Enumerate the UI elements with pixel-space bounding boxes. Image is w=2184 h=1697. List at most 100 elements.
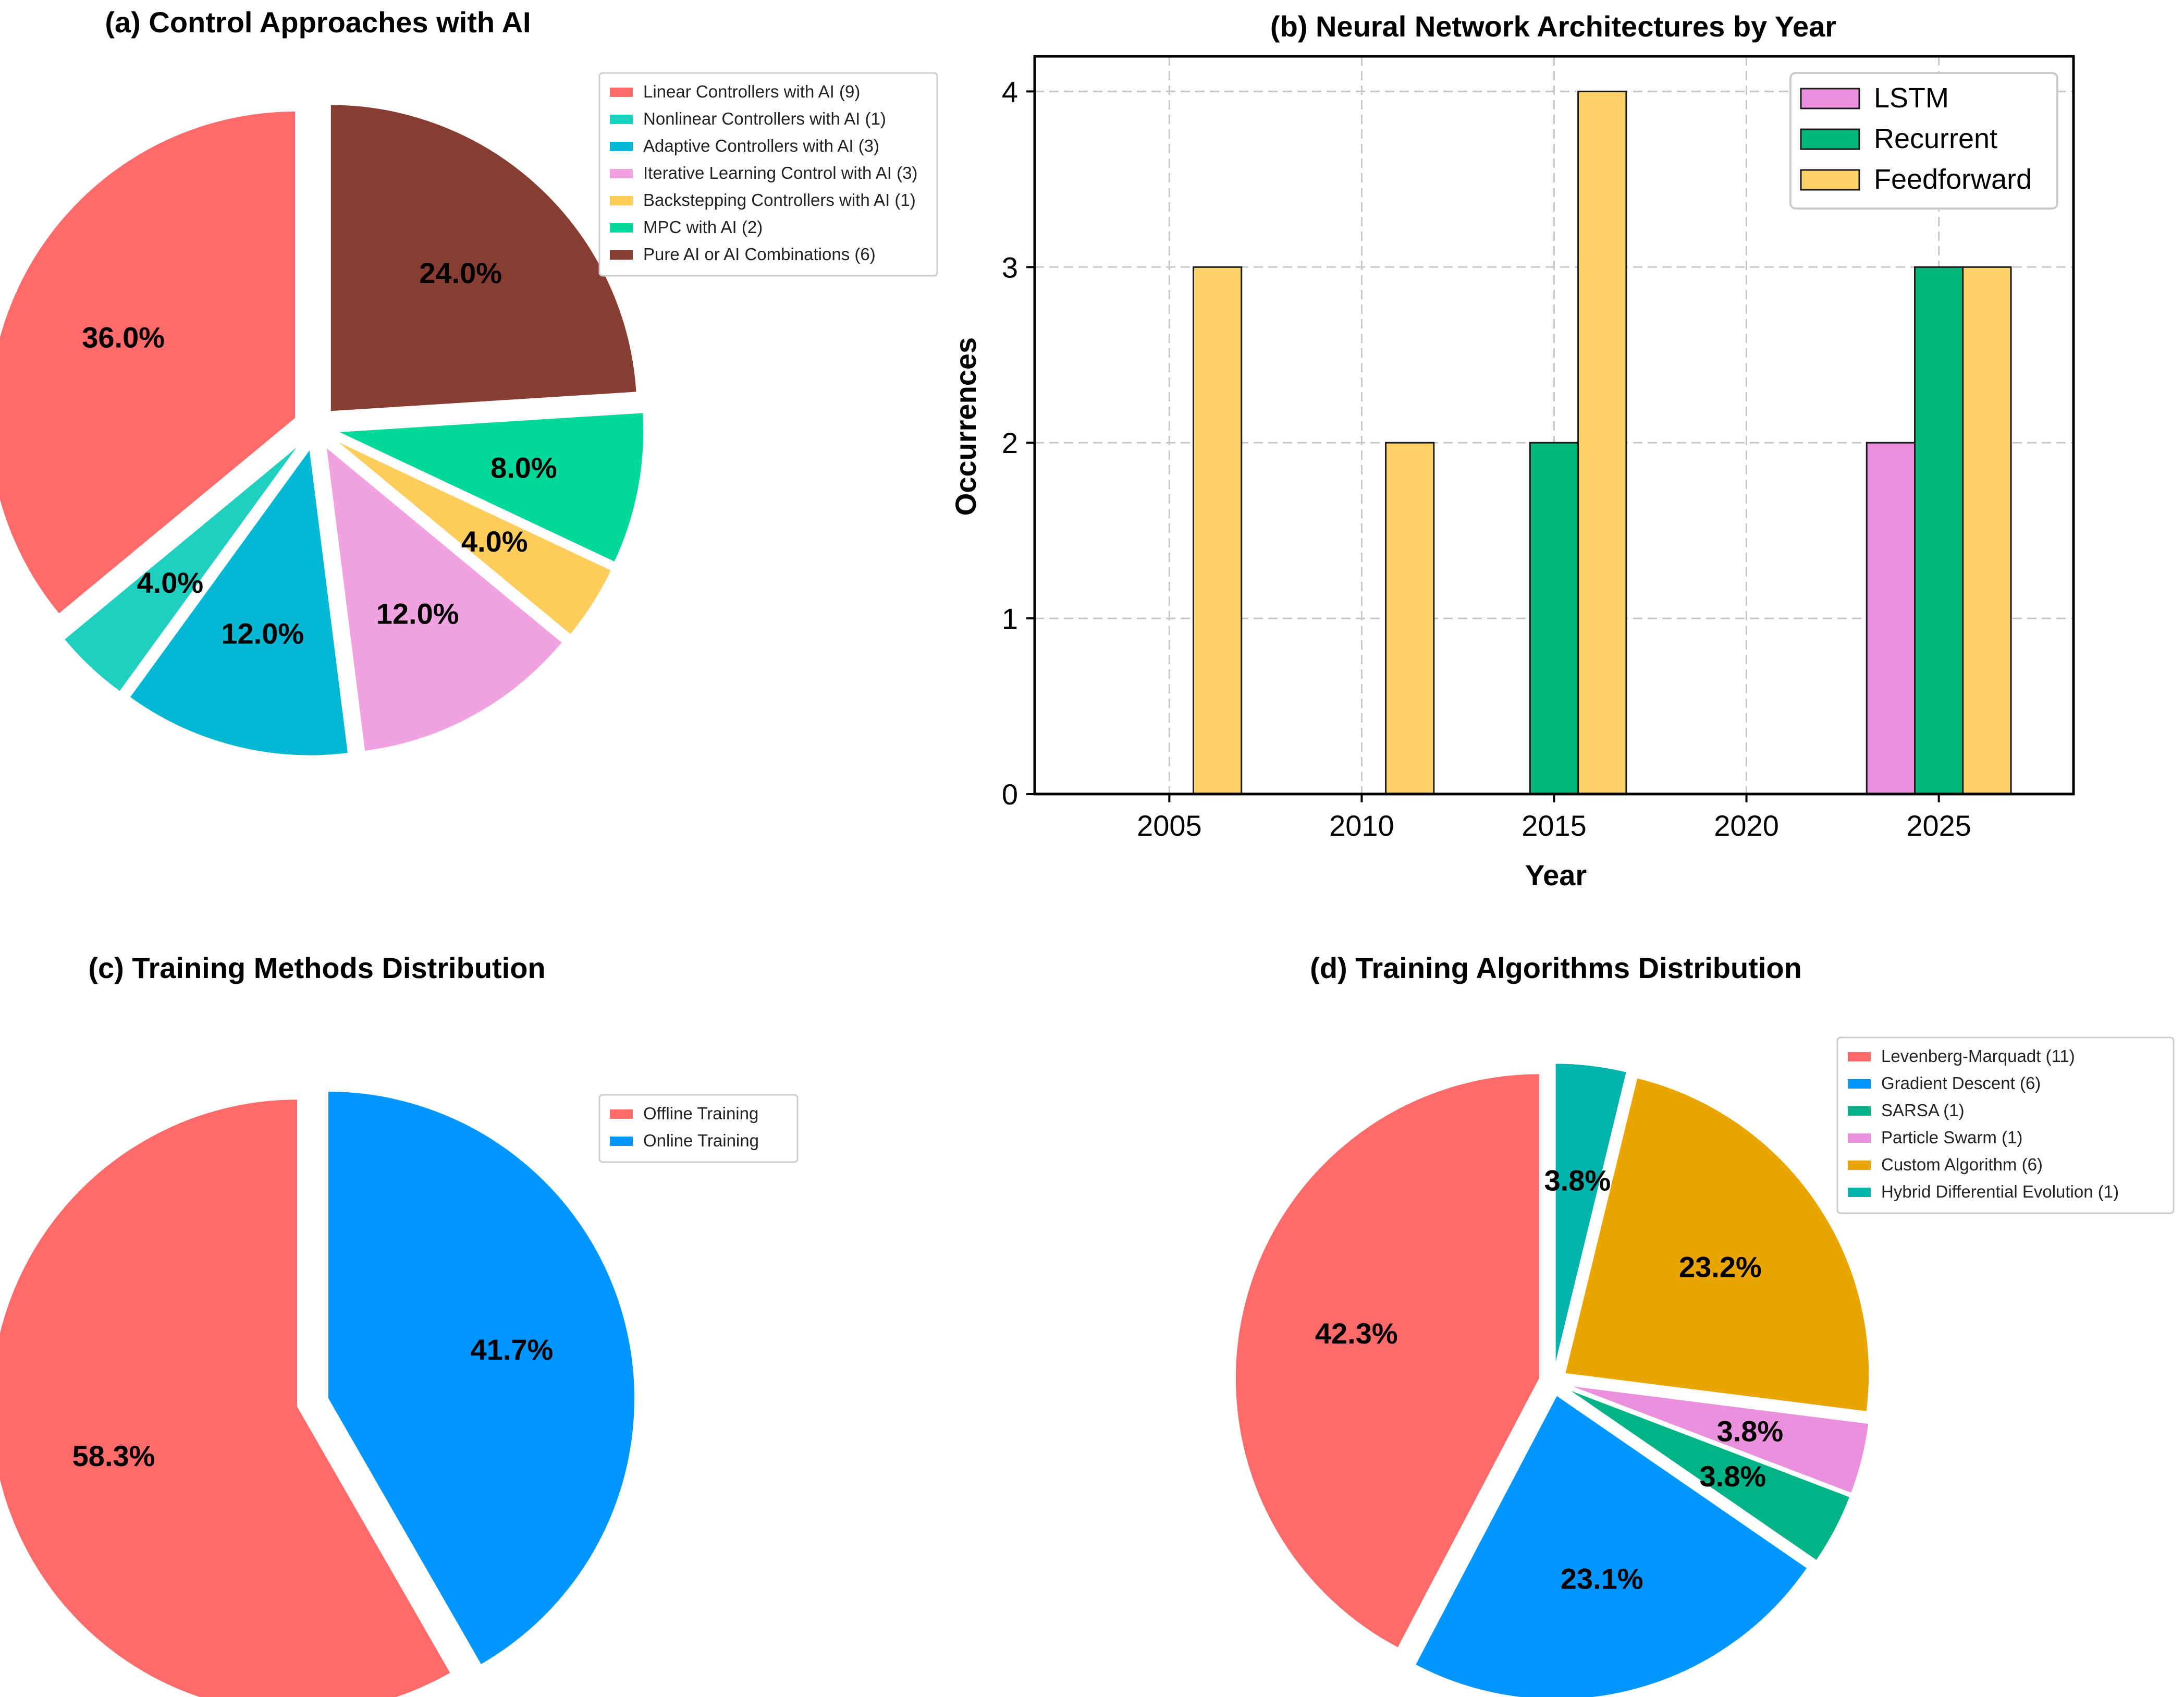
legend-d-swatch-2 (1848, 1106, 1871, 1116)
legend-d-label-0: Levenberg-Marquadt (11) (1881, 1046, 2075, 1066)
bar-feedforward-2005 (1192, 266, 1243, 795)
legend-a-label-4: Backstepping Controllers with AI (1) (643, 190, 916, 210)
legend-a-label-0: Linear Controllers with AI (9) (643, 82, 860, 101)
pie-d-pct-label-3: 3.8% (1717, 1414, 1784, 1447)
legend-d-swatch-3 (1848, 1133, 1871, 1143)
pie-c-pct-label-1: 41.7% (471, 1333, 554, 1366)
legend-c: Offline Training Online Training (598, 1094, 799, 1163)
legend-d-swatch-5 (1848, 1188, 1871, 1197)
legend-a-swatch-2 (610, 142, 633, 151)
bar-feedforward-2010 (1385, 442, 1435, 795)
pie-a-pct-label-4: 4.0% (461, 525, 528, 558)
x-tick-label-0: 2005 (1137, 809, 1202, 842)
panel-a-control-approaches: (a) Control Approaches with AI 36.0% 4.0%… (0, 6, 938, 757)
legend-a-label-5: MPC with AI (2) (643, 217, 763, 237)
legend-c-frame (598, 1094, 799, 1163)
pie-d-slice-1 (1414, 1394, 1809, 1697)
pie-d-slice-0 (1234, 1072, 1541, 1650)
pie-c-pct-label-0: 58.3% (72, 1439, 155, 1472)
legend-b: LSTM Recurrent Feedforward (1789, 72, 2058, 210)
panel-c-title: (c) Training Methods Distribution (88, 951, 545, 984)
y-tick-label-4: 4 (1002, 75, 1018, 108)
legend-a-swatch-5 (610, 223, 633, 233)
legend-a-label-6: Pure AI or AI Combinations (6) (643, 245, 876, 264)
x-tick-label-2: 2015 (1522, 809, 1587, 842)
pie-a-pct-label-3: 12.0% (376, 597, 459, 630)
pie-c-slice-1 (327, 1090, 636, 1667)
panel-b-title: (b) Neural Network Architectures by Year (1270, 10, 1836, 43)
legend-d-label-1: Gradient Descent (6) (1881, 1073, 2041, 1093)
pie-a-pct-label-6: 24.0% (419, 257, 502, 289)
bar-recurrent-2015 (1529, 442, 1579, 795)
x-tick-label-1: 2010 (1329, 809, 1394, 842)
pie-d-pct-label-1: 23.1% (1561, 1562, 1643, 1595)
pie-a-slice-6 (329, 103, 638, 413)
legend-b-label-1: Recurrent (1874, 123, 1997, 154)
pie-d-slice-5 (1554, 1062, 1628, 1369)
legend-d-swatch-1 (1848, 1079, 1871, 1089)
pie-a-slice-1 (63, 442, 301, 693)
legend-a-swatch-4 (610, 196, 633, 205)
legend-b-swatch-1 (1800, 128, 1860, 150)
legend-d-label-4: Custom Algorithm (6) (1881, 1155, 2043, 1174)
pie-a-pct-label-5: 8.0% (490, 451, 557, 484)
legend-b-label-0: LSTM (1874, 82, 1949, 114)
legend-d: Levenberg-Marquadt (11) Gradient Descent … (1836, 1036, 2175, 1214)
x-tick-label-4: 2025 (1906, 809, 1971, 842)
legend-b-swatch-0 (1800, 88, 1860, 109)
bar-recurrent-2025 (1914, 266, 1964, 795)
panel-b-xlabel: Year (1525, 859, 1587, 892)
legend-c-label-1: Online Training (643, 1131, 759, 1150)
pie-c-slices: 58.3% 41.7% (0, 1090, 636, 1697)
legend-c-swatch-0 (610, 1109, 633, 1119)
panel-d-training-algorithms: (d) Training Algorithms Distribution 42.… (1234, 951, 2175, 1697)
pie-a-pct-label-2: 12.0% (221, 617, 304, 650)
pie-a-slice-0 (0, 109, 297, 616)
legend-d-label-5: Hybrid Differential Evolution (1) (1881, 1182, 2119, 1201)
legend-d-label-2: SARSA (1) (1881, 1101, 1965, 1120)
pie-c-slice-0 (0, 1098, 452, 1697)
legend-a-swatch-1 (610, 115, 633, 124)
pie-d-slices: 42.3% 23.1% 3.8% 3.8% 23.2% 3.8% (1234, 1062, 1871, 1697)
legend-a-frame (598, 72, 938, 277)
legend-b-swatch-2 (1800, 169, 1860, 191)
y-tick-label-0: 0 (1002, 778, 1018, 811)
legend-a-swatch-6 (610, 250, 633, 260)
legend-a-label-1: Nonlinear Controllers with AI (1) (643, 109, 886, 128)
legend-c-label-0: Offline Training (643, 1104, 758, 1123)
legend-d-label-3: Particle Swarm (1) (1881, 1128, 2022, 1147)
pie-d-pct-label-5: 3.8% (1544, 1164, 1611, 1197)
pie-a-pct-label-1: 4.0% (137, 566, 204, 599)
y-tick-label-2: 2 (1002, 426, 1018, 459)
legend-a-swatch-0 (610, 88, 633, 97)
y-tick-label-1: 1 (1002, 602, 1018, 635)
pie-a-pct-label-0: 36.0% (82, 321, 165, 354)
bar-lstm-2025 (1866, 442, 1916, 795)
panel-a-title: (a) Control Approaches with AI (105, 6, 531, 39)
legend-a-swatch-3 (610, 169, 633, 178)
y-tick-label-3: 3 (1002, 251, 1018, 284)
legend-d-swatch-4 (1848, 1161, 1871, 1170)
panel-d-title: (d) Training Algorithms Distribution (1310, 951, 1802, 984)
pie-d-pct-label-4: 23.2% (1679, 1250, 1762, 1283)
pie-a-slices: 36.0% 4.0% 12.0% 12.0% 4.0% 8.0% 24.0% (0, 103, 645, 757)
pie-d-slice-2 (1565, 1387, 1851, 1562)
legend-a-label-2: Adaptive Controllers with AI (3) (643, 136, 879, 155)
pie-a-slice-2 (128, 446, 350, 757)
bar-feedforward-2025 (1962, 266, 2012, 795)
panel-b-architectures-by-year: (b) Neural Network Architectures by Year… (949, 10, 2075, 892)
x-tick-label-3: 2020 (1714, 809, 1779, 842)
panel-b-ylabel: Occurrences (949, 337, 982, 516)
legend-c-swatch-1 (610, 1137, 633, 1146)
pie-d-slice-3 (1566, 1384, 1870, 1495)
pie-a-slice-5 (336, 411, 645, 564)
pie-d-pct-label-0: 42.3% (1315, 1317, 1398, 1350)
legend-b-label-2: Feedforward (1874, 164, 2032, 195)
pie-d-slice-4 (1563, 1076, 1871, 1413)
legend-d-swatch-0 (1848, 1052, 1871, 1061)
pie-a-slice-4 (333, 438, 613, 637)
legend-d-frame (1836, 1036, 2175, 1214)
pie-a-slice-3 (324, 444, 564, 753)
bar-feedforward-2015 (1577, 90, 1627, 795)
